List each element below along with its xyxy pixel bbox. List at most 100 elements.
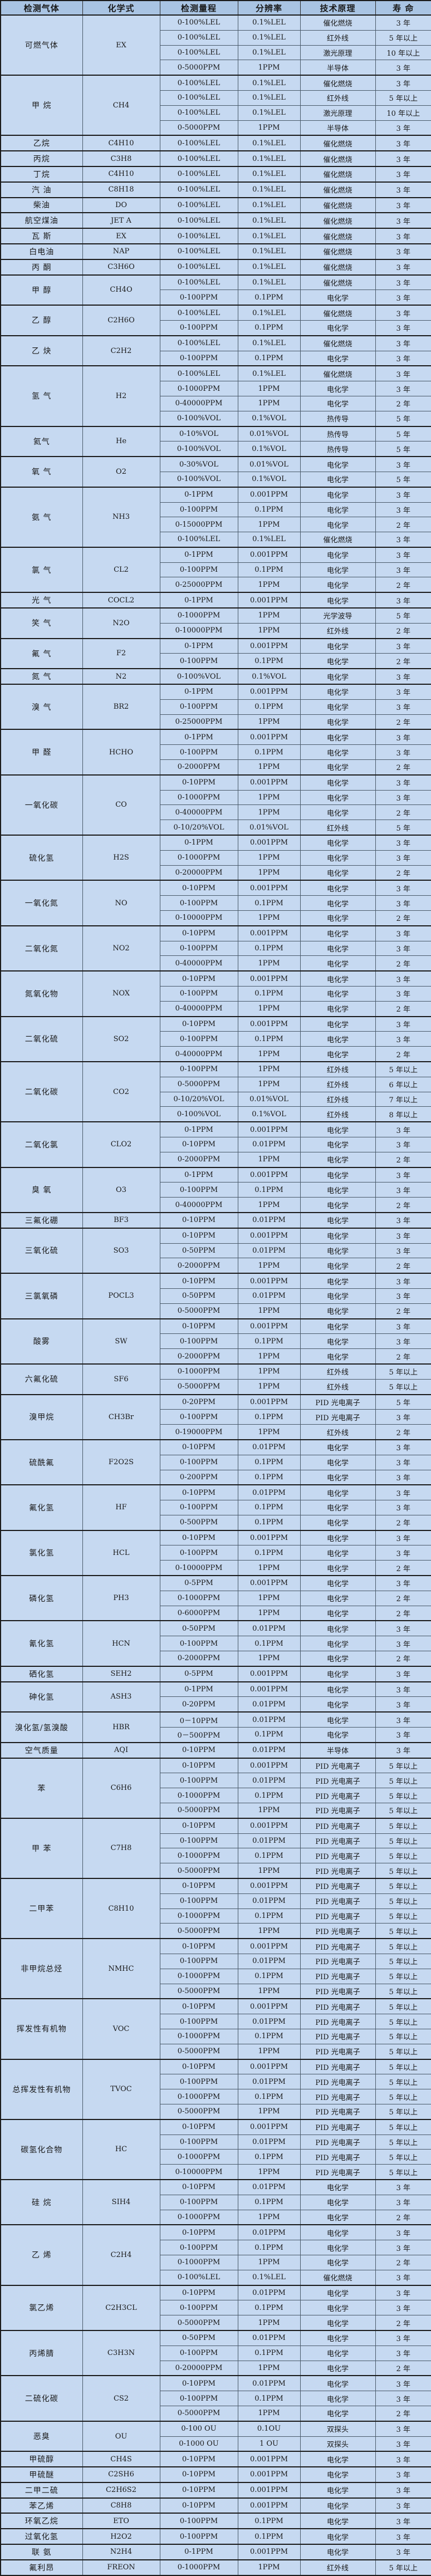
resolution-cell: 0.01PPM (237, 1288, 301, 1304)
life-cell: 3 年 (375, 181, 431, 198)
range-cell: 0-10PPM (159, 1211, 238, 1229)
range-cell: 0-10PPM (159, 1273, 238, 1289)
table-row: 0-1000PPM 0.1PPM PID 光电离子 5 年以上 (1, 1908, 431, 1924)
range-cell: 0-5000PPM (159, 1803, 238, 1819)
range-cell: 0-1000PPM (159, 1788, 238, 1804)
principle-cell: 催化燃烧 (300, 532, 376, 548)
resolution-cell: 0.1PPM (237, 2391, 301, 2406)
principle-cell: 红外线 (300, 2559, 376, 2576)
range-cell: 0-100%LEL (159, 75, 238, 91)
table-row: 0-40000PPM 1PPM 电化学 2 年 (1, 804, 431, 821)
table-row: 0-100%LEL 0.1%LEL 红外线 5 年以上 (1, 30, 431, 46)
life-cell: 5 年以上 (375, 1938, 431, 1955)
resolution-cell: 0.001PPM (237, 2058, 301, 2075)
life-cell: 3 年 (375, 60, 431, 76)
resolution-cell: 1PPM (237, 2164, 301, 2180)
formula-cell: EX (82, 228, 160, 244)
table-row: 0-5000PPM 1PPM PID 光电离子 5 年以上 (1, 1983, 431, 1999)
table-row: 总挥发性有机物 TVOC 0-10PPM 0.001PPM PID 光电离子 5 年以上 (0, 2058, 431, 2120)
gas-name-cell: 航空煤油 (0, 212, 83, 229)
principle-cell: 电化学 (300, 729, 376, 745)
resolution-cell: 0.1%LEL (237, 243, 301, 260)
principle-cell: 电化学 (300, 1015, 376, 1032)
resolution-cell: 1PPM (237, 1923, 301, 1939)
life-cell: 3 年 (375, 1469, 431, 1485)
resolution-cell: 0.1%LEL (237, 532, 301, 548)
table-row: 氟利昂 FREON 0-1000PPM 1PPM 红外线 5 年以上 (0, 2559, 431, 2576)
table-row: 0-5000PPM 1PPM PID 光电离子 5 年以上 (1, 2103, 431, 2120)
principle-cell: 电化学 (300, 1605, 376, 1621)
life-cell: 3 年 (375, 1182, 431, 1198)
resolution-cell: 0.001PPM (237, 1121, 301, 1137)
resolution-cell: 0.001PPM (237, 546, 301, 563)
range-cell: 0-5000PPM (159, 1983, 238, 1999)
principle-cell: 电化学 (300, 2315, 376, 2331)
resolution-cell: 0.1PPM (237, 562, 301, 578)
life-cell: 3 年 (375, 1727, 431, 1743)
principle-cell: 电化学 (300, 577, 376, 593)
life-cell: 3 年 (375, 2466, 431, 2483)
range-cell: 0-1000 OU (159, 2436, 238, 2452)
resolution-cell: 0.01PPM (237, 2284, 301, 2301)
principle-cell: 电化学 (300, 1031, 376, 1047)
resolution-cell: 0.01PPM (237, 2329, 301, 2346)
life-cell: 2 年 (375, 1348, 431, 1365)
principle-cell: PID 光电离子 (300, 1817, 376, 1834)
range-cell: 0-10PPM (159, 880, 238, 896)
range-cell: 0-100%LEL (159, 30, 238, 46)
resolution-cell: 0.001PPM (237, 774, 301, 791)
resolution-cell: 0.1%LEL (237, 2269, 301, 2286)
principle-cell: 催化燃烧 (300, 365, 376, 382)
principle-cell: 电化学 (300, 1560, 376, 1576)
formula-cell: POCL3 (82, 1273, 160, 1319)
table-row: 甲 苯 C7H8 0-10PPM 0.001PPM PID 光电离子 5 年以上 (0, 1817, 431, 1879)
principle-cell: 电化学 (300, 2405, 376, 2422)
table-row: 挥发性有机物 VOC 0-10PPM 0.001PPM PID 光电离子 5 年以上 (0, 1998, 431, 2060)
principle-cell: 电化学 (300, 895, 376, 911)
range-cell: 0-1PPM (159, 1121, 238, 1137)
life-cell: 5 年以上 (375, 1954, 431, 1969)
principle-cell: 红外线 (300, 30, 376, 46)
formula-cell: C6H6 (82, 1757, 160, 1819)
table-row: 0-1000PPM 1PPM 电化学 2 年 (1, 1590, 431, 1606)
resolution-cell: 0.1%VOL (237, 471, 301, 488)
formula-cell: ASH3 (82, 1681, 160, 1713)
resolution-cell: 0.1PPM (237, 1514, 301, 1531)
principle-cell: 电化学 (300, 1151, 376, 1168)
gas-name-cell: 苯 (0, 1757, 83, 1819)
life-cell: 3 年 (375, 2269, 431, 2286)
range-cell: 0-100PPM (159, 895, 238, 911)
range-cell: 0-1000PPM (159, 850, 238, 866)
range-cell: 0-10PPM (159, 1817, 238, 1834)
principle-cell: 电化学 (300, 592, 376, 609)
resolution-cell: 0.1PPM (237, 2028, 301, 2044)
principle-cell: 电化学 (300, 2481, 376, 2499)
table-row: 0-1000PPM 1PPM 电化学 3 年 (1, 850, 431, 866)
formula-cell: NO2 (82, 925, 160, 971)
table-row: 丙烯腈 C3H3N 0-50PPM 0.01PPM 电化学 3 年 (0, 2329, 431, 2376)
resolution-cell: 0.1PPM (237, 1333, 301, 1350)
range-cell: 0-2000PPM (159, 1151, 238, 1168)
principle-cell: 电化学 (300, 653, 376, 669)
range-cell: 0-100PPM (159, 2391, 238, 2406)
life-cell: 3 年 (375, 774, 431, 791)
gas-name-cell: 瓦 斯 (0, 228, 83, 244)
life-cell: 3 年 (375, 1439, 431, 1455)
table-row: 0-2000PPM 1PPM 电化学 2 年 (1, 1348, 431, 1365)
resolution-cell: 0.001PPM (237, 1575, 301, 1591)
range-cell: 0-100%LEL (159, 532, 238, 548)
life-cell: 3 年 (375, 2375, 431, 2392)
resolution-cell: 0.001PPM (237, 1681, 301, 1697)
life-cell: 3 年 (375, 150, 431, 167)
range-cell: 0-100PPM (159, 1954, 238, 1969)
table-row: 0-100PPM 0.01PPM PID 光电离子 5 年以上 (1, 2014, 431, 2029)
gas-name-cell: 二甲苯 (0, 1878, 83, 1939)
range-cell: 0-100PPM (159, 1409, 238, 1425)
life-cell: 3 年 (375, 1636, 431, 1652)
gas-name-cell: 丁烷 (0, 165, 83, 183)
range-cell: 0-50PPM (159, 2329, 238, 2346)
principle-cell: 电化学 (300, 2209, 376, 2225)
table-row: 0-100PPM 0.1PPM 电化学 3 年 (1, 699, 431, 715)
formula-cell: O3 (82, 1166, 160, 1213)
range-cell: 0-10PPM (159, 970, 238, 987)
